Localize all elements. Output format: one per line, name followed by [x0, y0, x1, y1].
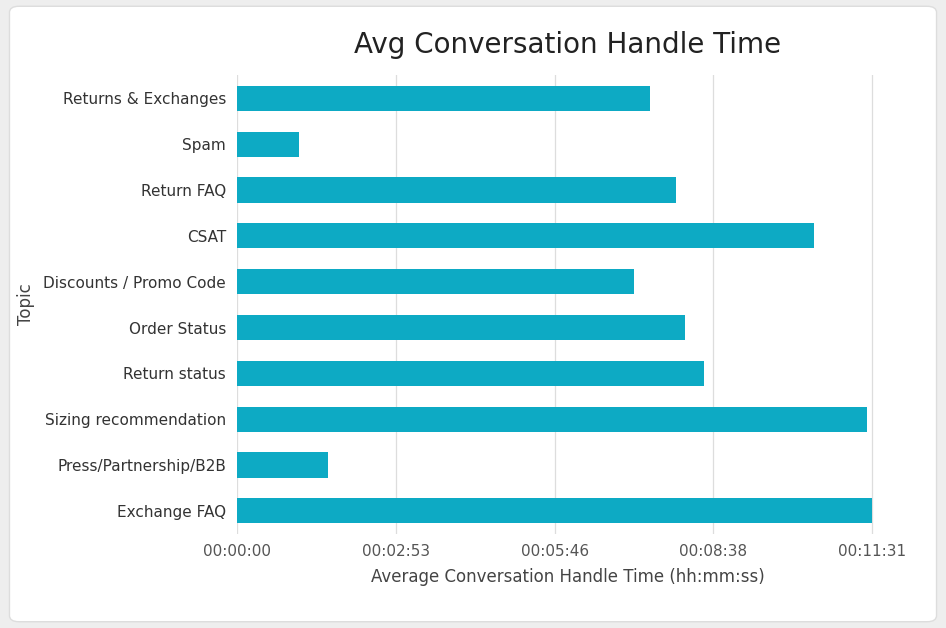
Bar [236, 315, 685, 340]
Bar [236, 406, 867, 432]
Bar [236, 131, 299, 157]
Bar [236, 177, 676, 203]
Title: Avg Conversation Handle Time: Avg Conversation Handle Time [354, 31, 781, 59]
Y-axis label: Topic: Topic [17, 284, 35, 325]
Bar [236, 452, 328, 478]
Bar [236, 223, 815, 249]
Bar [236, 85, 651, 111]
X-axis label: Average Conversation Handle Time (hh:mm:ss): Average Conversation Handle Time (hh:mm:… [371, 568, 764, 585]
Bar [236, 269, 634, 295]
Bar [236, 498, 872, 524]
Bar [236, 360, 704, 386]
